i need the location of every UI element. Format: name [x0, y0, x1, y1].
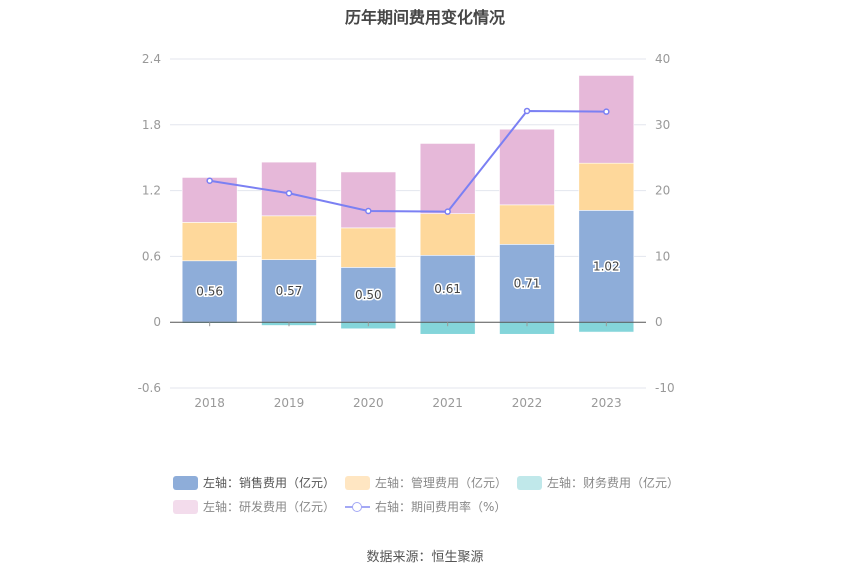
legend-label-finance: 左轴：财务费用（亿元）: [547, 476, 680, 490]
data-label-sales: 0.61: [434, 282, 461, 296]
left-tick-label: 1.2: [142, 184, 161, 198]
bar-rd: [499, 128, 555, 206]
left-tick-label: -0.6: [138, 381, 161, 395]
legend-label-admin: 左轴：管理费用（亿元）: [375, 476, 508, 490]
bars: [181, 75, 635, 335]
legend-item-rd[interactable]: 左轴：研发费用（亿元）: [173, 498, 335, 515]
bar-rd: [340, 171, 397, 229]
rate-point: [444, 208, 451, 215]
gridlines: [170, 58, 646, 389]
rate-point: [285, 189, 293, 197]
legend-label-rd: 左轴：研发费用（亿元）: [203, 500, 336, 514]
left-axis-ticks: -0.6 0 0.6 1.2 1.8 2.4: [138, 52, 161, 395]
right-tick-label: 10: [655, 249, 670, 263]
rate-point: [365, 207, 372, 215]
data-label-sales: 1.02: [593, 259, 620, 273]
bar-labels: 0.56 0.57 0.50 0.61 0.71 1.02: [195, 258, 621, 304]
legend-item-finance[interactable]: 左轴：财务费用（亿元）: [517, 474, 679, 491]
left-tick-label: 0: [153, 315, 161, 329]
x-tick-label: 2023: [591, 396, 622, 410]
right-tick-label: 30: [655, 118, 670, 132]
right-axis-ticks: -10 0 10 20 30 40: [655, 52, 675, 395]
bar-rd: [578, 75, 635, 164]
legend-item-rate[interactable]: 右轴：期间费用率（%）: [345, 498, 506, 515]
bar-rd: [181, 177, 238, 223]
bar-rd: [261, 161, 317, 217]
legend-label-rate: 右轴：期间费用率（%）: [375, 500, 507, 514]
legend-swatch-finance: [517, 475, 542, 490]
bar-admin: [578, 162, 635, 211]
rate-line: [206, 107, 610, 215]
bar-sales: [181, 260, 238, 323]
legend-swatch-admin: [345, 475, 370, 490]
bar-sales: [261, 259, 317, 323]
bar-rd: [419, 143, 476, 214]
right-tick-label: 0: [655, 315, 663, 329]
bar-sales: [578, 210, 635, 323]
bar-sales: [340, 267, 397, 323]
x-axis-ticks: 2018 2019 2020 2021 2022 2023: [194, 322, 622, 410]
data-source: 数据来源：恒生聚源: [366, 550, 484, 565]
rate-line-path: [209, 109, 607, 213]
left-tick-label: 1.8: [142, 118, 161, 132]
rate-point: [206, 177, 213, 184]
bar-admin: [181, 222, 238, 262]
legend-item-admin[interactable]: 左轴：管理费用（亿元）: [345, 474, 507, 491]
legend-item-sales[interactable]: 左轴：销售费用（亿元）: [173, 474, 335, 491]
bar-admin: [261, 215, 317, 260]
x-tick-label: 2022: [512, 396, 543, 410]
legend-swatch-rd: [173, 499, 198, 514]
bar-sales: [419, 255, 476, 323]
rate-point: [523, 107, 531, 115]
left-tick-label: 0.6: [142, 249, 161, 263]
data-label-sales: 0.71: [514, 276, 541, 290]
data-label-sales: 0.57: [276, 284, 303, 298]
x-tick-label: 2019: [274, 396, 305, 410]
bar-sales: [499, 244, 555, 323]
x-tick-label: 2021: [432, 396, 463, 410]
bar-admin: [340, 227, 397, 268]
right-tick-label: 40: [655, 52, 670, 66]
left-tick-label: 2.4: [142, 52, 161, 66]
bar-admin: [419, 213, 476, 256]
legend-line-marker-icon: [345, 500, 370, 514]
legend-label-sales: 左轴：销售费用（亿元）: [203, 476, 336, 490]
data-label-sales: 0.56: [196, 284, 223, 298]
x-tick-label: 2018: [194, 396, 225, 410]
bar-admin: [499, 204, 555, 245]
chart-title: 历年期间费用变化情况: [344, 8, 505, 27]
rate-point: [603, 108, 610, 115]
right-tick-label: -10: [655, 381, 675, 395]
data-label-sales: 0.50: [355, 288, 382, 302]
x-tick-label: 2020: [353, 396, 384, 410]
right-tick-label: 20: [655, 184, 670, 198]
legend-swatch-sales: [173, 475, 198, 490]
